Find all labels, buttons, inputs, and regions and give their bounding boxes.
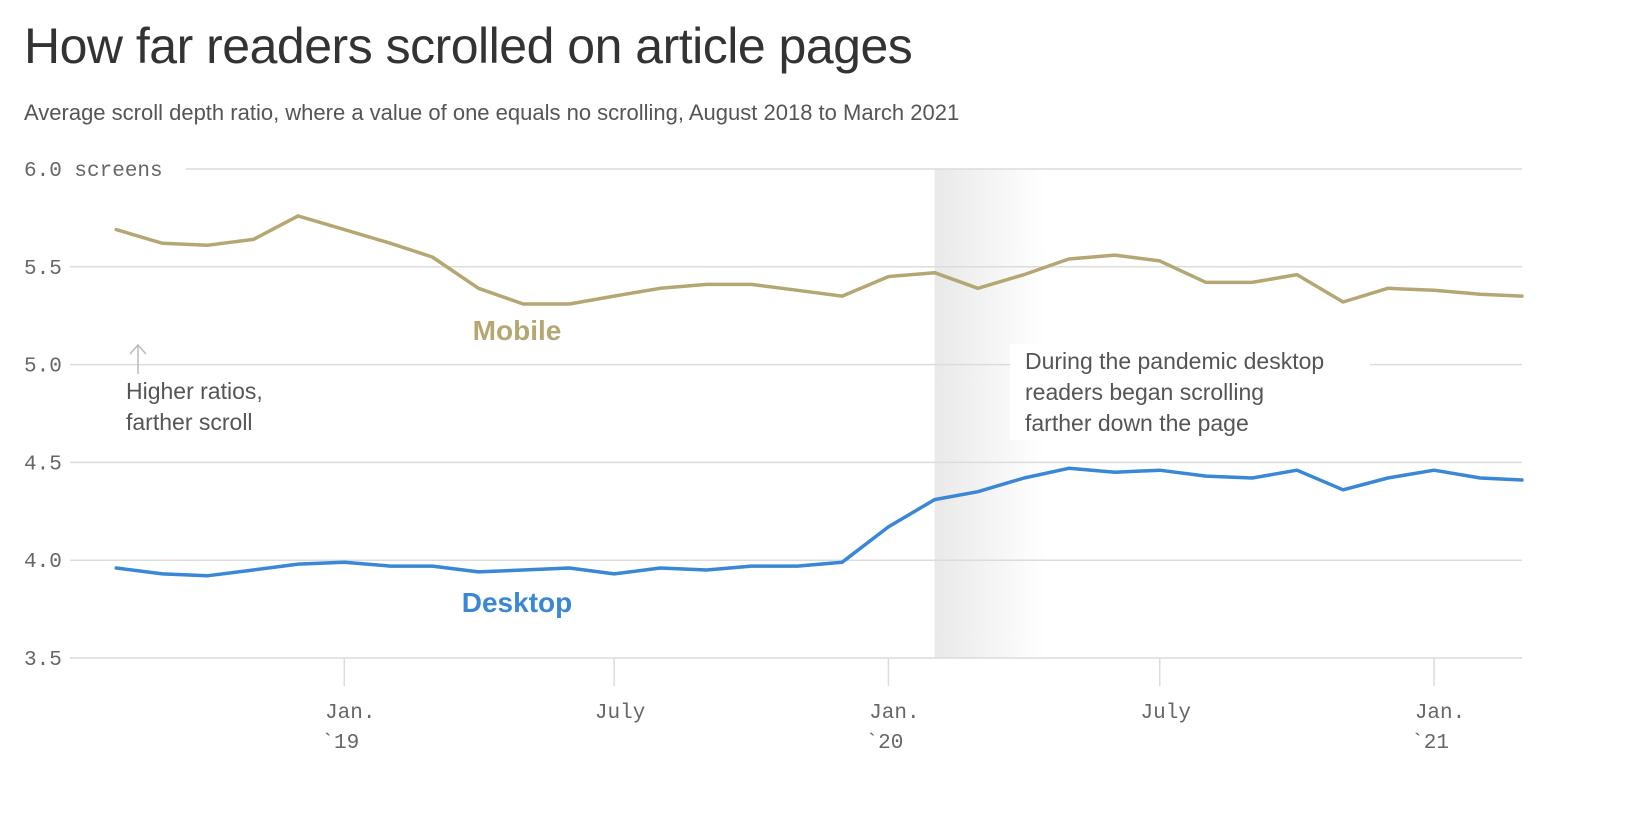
x-tick-label: July xyxy=(1141,702,1191,725)
series-label-mobile: Mobile xyxy=(473,315,562,346)
annotation-pandemic: During the pandemic desktop xyxy=(1025,348,1324,374)
chart-title: How far readers scrolled on article page… xyxy=(24,18,913,74)
series-label-desktop: Desktop xyxy=(462,587,572,618)
y-tick-label: 5.0 xyxy=(24,356,62,379)
series-labels: Mobile Desktop xyxy=(462,315,572,618)
annotations: Higher ratios, farther scroll During the p… xyxy=(126,343,1370,440)
x-tick-label: Jan. xyxy=(1415,702,1465,725)
chart-subtitle: Average scroll depth ratio, where a valu… xyxy=(24,100,960,125)
x-tick-year-label: `20 xyxy=(866,732,904,755)
annotation-higher-ratios: Higher ratios, xyxy=(126,378,263,404)
x-tick-label: Jan. xyxy=(869,702,919,725)
annotation-pandemic: farther down the page xyxy=(1025,410,1249,436)
x-tick-year-label: `19 xyxy=(321,732,359,755)
y-tick-label: 4.0 xyxy=(24,551,62,574)
x-tick-label: July xyxy=(595,702,645,725)
annotation-higher-ratios: farther scroll xyxy=(126,409,253,435)
series-line-desktop xyxy=(114,466,1524,578)
y-tick-label: 5.5 xyxy=(24,258,62,281)
y-tick-label: 3.5 xyxy=(24,649,62,672)
annotation-pandemic: readers began scrolling xyxy=(1025,379,1264,405)
series-lines xyxy=(114,214,1524,578)
x-tick-year-label: `21 xyxy=(1411,732,1449,755)
y-tick-label: 6.0 screens xyxy=(24,160,163,183)
annotation-pandemic-backing xyxy=(1010,344,1370,440)
series-line-mobile xyxy=(114,214,1524,306)
y-axis-ticks: 3.5 4.0 4.5 5.0 5.5 6.0 screens xyxy=(24,160,163,672)
x-axis-ticks: Jan. `19 July Jan. `20 July Jan. `21 xyxy=(321,658,1465,755)
x-tick-label: Jan. xyxy=(325,702,375,725)
arrow-up-icon xyxy=(129,343,147,355)
y-tick-label: 4.5 xyxy=(24,453,62,476)
